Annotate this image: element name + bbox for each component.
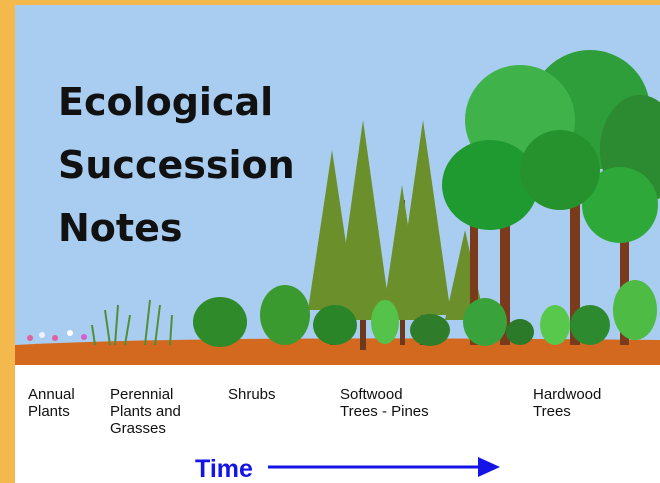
title-line: Ecological [58,80,273,124]
stage-label: Trees [533,403,571,420]
title-line: Notes [58,206,182,250]
time-label: Time [195,455,253,483]
stage-label: Annual [28,386,75,403]
page: Ecological Succession Notes AnnualPlants Pe… [0,0,660,483]
stage-label: Plants and [110,403,181,420]
stage-label: Perennial [110,386,173,403]
stage-label: Softwood [340,386,403,403]
stage-label: Grasses [110,420,166,437]
stage-label: Shrubs [228,386,276,403]
stage-label: Hardwood [533,386,601,403]
title-line: Succession [58,143,295,187]
stage-label: Trees - Pines [340,403,429,420]
stage-label: Plants [28,403,70,420]
